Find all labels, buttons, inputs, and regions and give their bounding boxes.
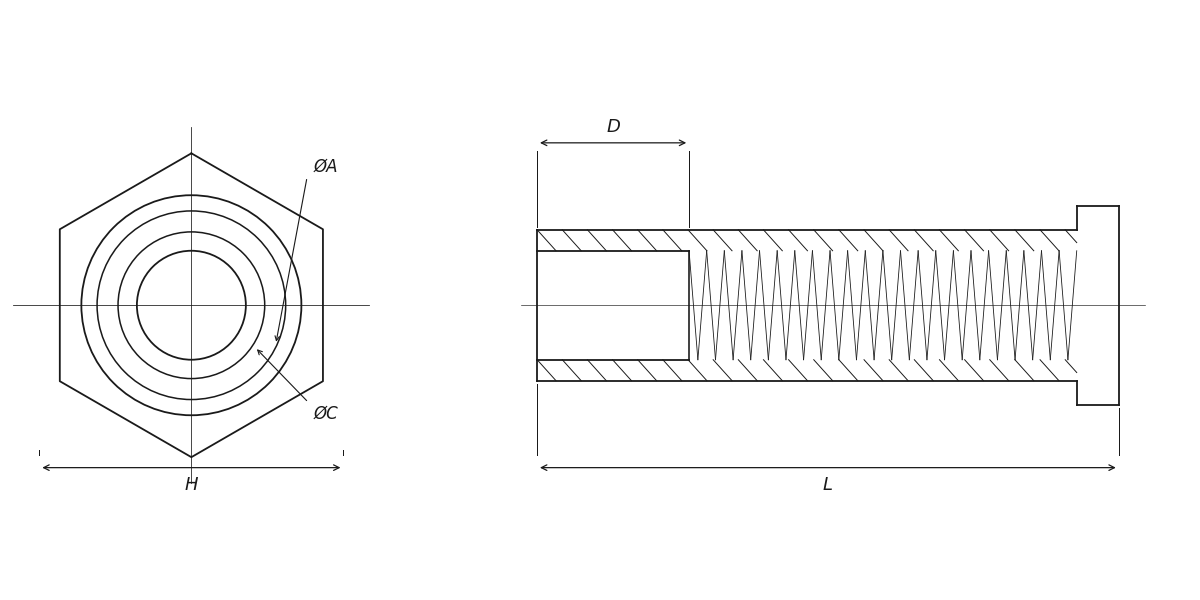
Text: ØC: ØC [314,405,338,423]
Text: L: L [823,476,833,494]
Text: ØA: ØA [314,157,338,175]
Text: D: D [606,118,620,136]
Text: H: H [185,476,198,494]
